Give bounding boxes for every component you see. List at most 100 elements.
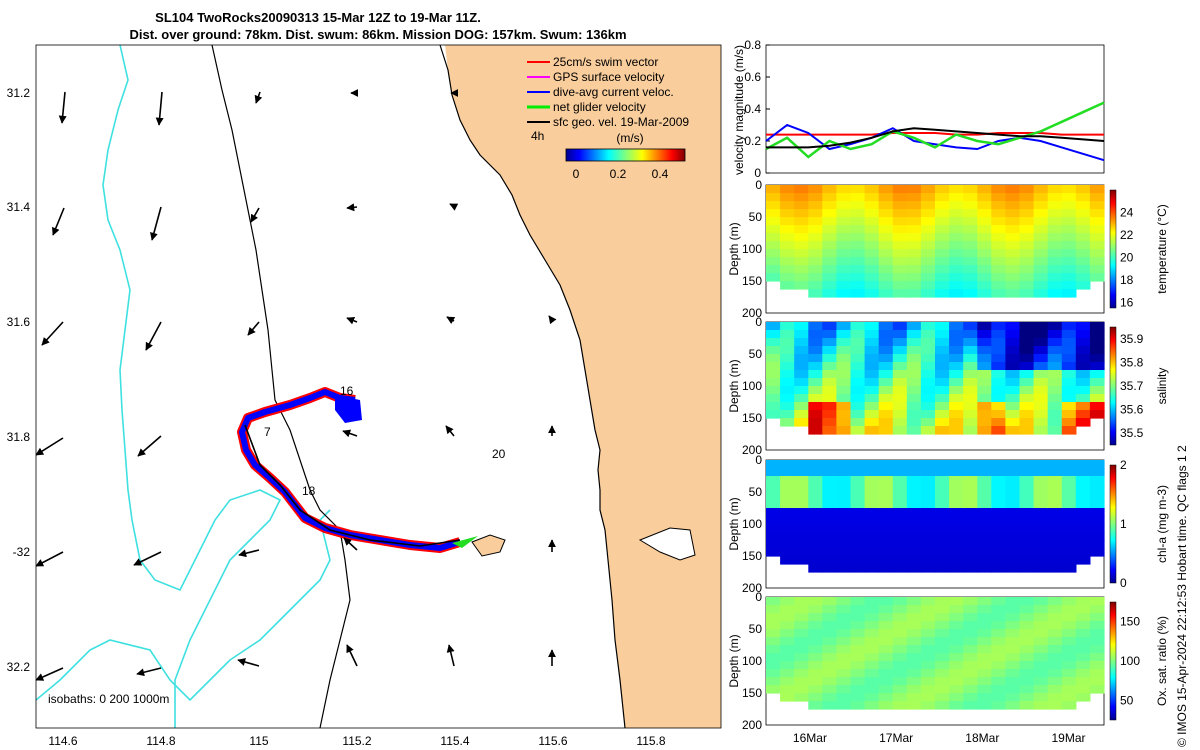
heatmap-cell xyxy=(794,629,809,638)
heatmap-cell xyxy=(906,386,922,395)
heatmap-cell xyxy=(1061,410,1077,419)
heatmap-cell xyxy=(949,548,964,557)
heatmap-cell xyxy=(822,354,837,363)
heatmap-cell xyxy=(766,540,781,549)
heatmap-cell xyxy=(864,548,880,557)
heatmap-cell xyxy=(949,460,964,469)
heatmap-cell xyxy=(1061,426,1077,435)
heatmap-cell xyxy=(822,468,837,477)
heatmap-cell xyxy=(963,241,978,250)
heatmap-cell xyxy=(864,476,880,485)
velocity-ytick: 0 xyxy=(754,166,761,180)
heatmap-cell xyxy=(878,637,894,646)
heatmap-cell xyxy=(1005,402,1021,411)
heatmap-cell xyxy=(864,386,880,395)
heatmap-cell xyxy=(1019,516,1035,525)
heatmap-cell xyxy=(780,410,795,419)
heatmap-cell xyxy=(963,289,978,298)
heatmap-cell xyxy=(794,241,809,250)
depth-tick: 50 xyxy=(749,347,763,361)
heatmap-cell xyxy=(1061,605,1077,614)
heatmap-cell xyxy=(935,516,950,525)
heatmap-cell xyxy=(850,370,866,379)
heatmap-cell xyxy=(864,653,880,662)
heatmap-cell xyxy=(977,556,992,565)
heatmap-cell xyxy=(864,217,880,226)
heatmap-cell xyxy=(920,516,936,525)
heatmap-cell xyxy=(850,273,866,282)
heatmap-cell xyxy=(864,524,880,533)
heatmap-cell xyxy=(780,378,795,387)
heatmap-cell xyxy=(906,492,922,501)
heatmap-cell xyxy=(780,225,795,234)
heatmap-cell xyxy=(1033,330,1049,339)
heatmap-cell xyxy=(991,637,1006,646)
heatmap-cell xyxy=(949,241,964,250)
colorbar-tick: 35.8 xyxy=(1120,355,1144,369)
heatmap-cell xyxy=(1061,468,1077,477)
heatmap-cell xyxy=(963,257,978,266)
heatmap-cell xyxy=(977,209,992,218)
heatmap-cell xyxy=(920,468,936,477)
section-heatmap: 0 50 100 150 200 Depth (m) 16 18 20 22 24 temperatu… xyxy=(727,178,1169,320)
heatmap-cell xyxy=(906,621,922,630)
heatmap-cell xyxy=(1019,613,1035,622)
heatmap-cell xyxy=(906,257,922,266)
heatmap-cell xyxy=(1005,621,1021,630)
heatmap-cell xyxy=(1005,185,1021,194)
heatmap-cell xyxy=(794,677,809,686)
heatmap-cell xyxy=(935,597,950,606)
heatmap-cell xyxy=(878,346,894,355)
heatmap-cell xyxy=(1047,354,1063,363)
heatmap-cell xyxy=(949,693,964,702)
heatmap-cell xyxy=(864,265,880,274)
heatmap-cell xyxy=(977,548,992,557)
heatmap-cell xyxy=(963,193,978,202)
heatmap-cell xyxy=(1061,418,1077,427)
heatmap-cell xyxy=(906,330,922,339)
heatmap-cell xyxy=(1033,597,1049,606)
heatmap-cell xyxy=(977,516,992,525)
velocity-ytick: 0.8 xyxy=(744,38,761,52)
velocity-ylabel: velocity magnitude (m/s) xyxy=(732,45,746,175)
heatmap-cell xyxy=(836,653,852,662)
heatmap-cell xyxy=(1075,492,1091,501)
heatmap-cell xyxy=(1019,597,1035,606)
heatmap-cell xyxy=(892,645,908,654)
heatmap-cell xyxy=(808,605,823,614)
heatmap-cell xyxy=(935,532,950,541)
heatmap-cell xyxy=(1075,402,1091,411)
heatmap-cell xyxy=(920,605,936,614)
heatmap-cell xyxy=(892,354,908,363)
heatmap-cell xyxy=(991,516,1006,525)
heatmap-cell xyxy=(906,418,922,427)
heatmap-cell xyxy=(1033,605,1049,614)
heatmap-cell xyxy=(1005,193,1021,202)
heatmap-cell xyxy=(808,653,823,662)
heatmap-cell xyxy=(1019,289,1035,298)
heatmap-cell xyxy=(920,548,936,557)
heatmap-cell xyxy=(935,637,950,646)
heatmap-cell xyxy=(1061,621,1077,630)
heatmap-cell xyxy=(949,370,964,379)
heatmap-cell xyxy=(1089,338,1105,347)
heatmap-cell xyxy=(1089,661,1105,670)
heatmap-cell xyxy=(878,500,894,509)
heatmap-cell xyxy=(1005,394,1021,403)
time-tick: 19Mar xyxy=(1052,731,1086,745)
heatmap-cell xyxy=(991,185,1006,194)
heatmap-cell xyxy=(794,418,809,427)
heatmap-cell xyxy=(1033,225,1049,234)
heatmap-cell xyxy=(808,564,823,573)
heatmap-cell xyxy=(1019,492,1035,501)
heatmap-cell xyxy=(935,613,950,622)
heatmap-cell xyxy=(1047,645,1063,654)
heatmap-cell xyxy=(906,468,922,477)
heatmap-cell xyxy=(780,685,795,694)
colorbar-tick: 150 xyxy=(1120,615,1140,629)
heatmap-cell xyxy=(920,346,936,355)
heatmap-cell xyxy=(1061,484,1077,493)
isobath-label: isobaths: 0 200 1000m xyxy=(48,692,169,706)
heatmap-cell xyxy=(1075,273,1091,282)
heatmap-cell xyxy=(906,346,922,355)
